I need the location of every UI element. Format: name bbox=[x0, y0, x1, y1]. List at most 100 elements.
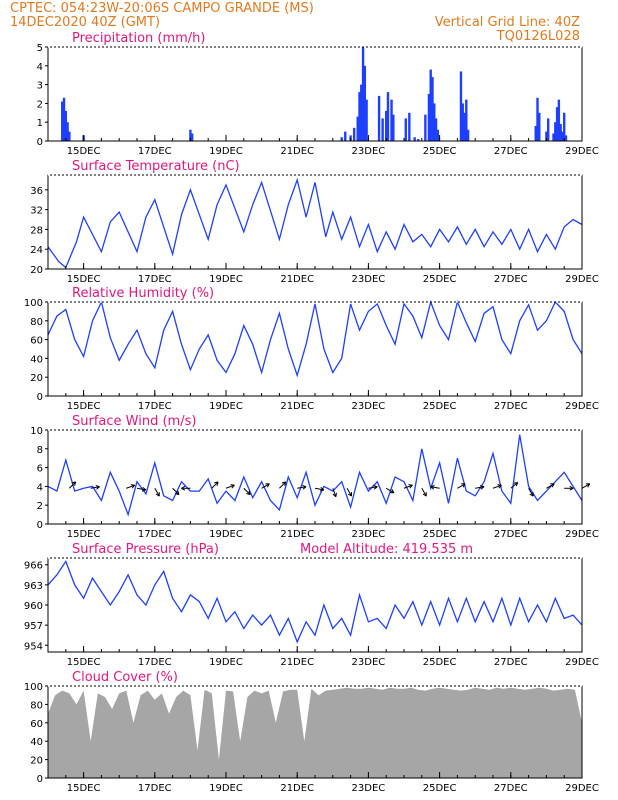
x-tick-label: 15DEC bbox=[67, 529, 101, 540]
x-tick-label: 29DEC bbox=[565, 146, 599, 157]
x-tick-label: 15DEC bbox=[67, 783, 101, 794]
y-tick-label: 963 bbox=[24, 581, 43, 592]
x-tick-label: 27DEC bbox=[494, 274, 528, 285]
wind-arrow-head bbox=[302, 486, 307, 490]
precip-bar bbox=[465, 99, 468, 141]
x-tick-label: 25DEC bbox=[423, 274, 457, 285]
x-tick-label: 25DEC bbox=[423, 146, 457, 157]
y-tick-label: 954 bbox=[24, 641, 43, 652]
y-tick-label: 20 bbox=[30, 756, 43, 767]
wind-arrow-head bbox=[142, 486, 147, 491]
x-tick-label: 23DEC bbox=[352, 401, 386, 412]
x-tick-label: 27DEC bbox=[494, 401, 528, 412]
precip-bar bbox=[358, 92, 361, 141]
panel-title: Surface Temperature (nC) bbox=[72, 159, 240, 174]
wind-arrow-head bbox=[181, 487, 186, 491]
y-tick-label: 960 bbox=[24, 601, 43, 612]
x-tick-label: 29DEC bbox=[565, 657, 599, 668]
y-tick-label: 966 bbox=[24, 561, 43, 572]
wind-arrow-head bbox=[480, 486, 485, 490]
x-tick-label: 23DEC bbox=[352, 657, 386, 668]
wind-arrow-head bbox=[214, 481, 219, 484]
precip-bar bbox=[61, 101, 64, 141]
precip-bar bbox=[356, 116, 359, 141]
wind-arrow bbox=[297, 486, 307, 489]
station-header: CPTEC: 054:23W-20:06S CAMPO GRANDE (MS) bbox=[10, 1, 314, 16]
wind-arrow bbox=[430, 486, 440, 489]
y-tick-label: 957 bbox=[24, 621, 43, 632]
precip-bar bbox=[561, 131, 564, 141]
wind-arrow bbox=[126, 484, 135, 489]
precip-bar bbox=[545, 131, 548, 141]
wind-arrow-head bbox=[320, 486, 325, 491]
x-tick-label: 19DEC bbox=[209, 529, 243, 540]
wind-arrow-head bbox=[130, 484, 135, 486]
panel-title: Precipitation (mm/h) bbox=[72, 31, 205, 46]
precip-bar bbox=[390, 99, 393, 141]
panel-5: Cloud Cover (%) 0 20 40 60 80 100 15DEC 17DEC 19D… bbox=[24, 670, 599, 794]
x-tick-label: 17DEC bbox=[138, 146, 172, 157]
wind-arrow bbox=[225, 484, 235, 489]
wind-arrow-head bbox=[181, 485, 186, 489]
y-tick-label: 36 bbox=[30, 186, 43, 197]
panel-title: Surface Pressure (hPa) bbox=[72, 542, 219, 557]
panel-frame bbox=[47, 557, 583, 653]
precip-bar bbox=[408, 112, 411, 141]
wind-arrow-head bbox=[498, 484, 502, 489]
x-tick-label: 23DEC bbox=[352, 146, 386, 157]
x-tick-label: 25DEC bbox=[423, 657, 457, 668]
x-tick-label: 25DEC bbox=[423, 401, 457, 412]
precip-bar bbox=[557, 99, 561, 141]
wind-arrow bbox=[510, 482, 519, 489]
model-code-header: TQ0126L028 bbox=[496, 29, 580, 44]
y-tick-label: 20 bbox=[30, 373, 43, 384]
y-tick-label: 10 bbox=[30, 426, 43, 437]
wind-arrow bbox=[243, 487, 251, 495]
vertical-grid-header: Vertical Grid Line: 40Z bbox=[434, 15, 580, 30]
precip-bar bbox=[386, 92, 390, 141]
y-tick-label: 0 bbox=[37, 774, 43, 785]
panel-frame bbox=[47, 301, 583, 397]
precip-bar bbox=[189, 129, 192, 141]
precip-bar bbox=[427, 94, 431, 141]
wind-arrow-head bbox=[230, 484, 235, 486]
precip-bar bbox=[417, 139, 420, 141]
precip-bar bbox=[433, 103, 436, 141]
wind-arrow bbox=[581, 483, 591, 489]
wind-arrow-head bbox=[513, 482, 518, 484]
precip-bar bbox=[536, 97, 539, 141]
wind-arrow bbox=[314, 487, 324, 491]
precip-bar bbox=[381, 118, 384, 141]
x-tick-label: 19DEC bbox=[209, 146, 243, 157]
wind-arrow-head bbox=[155, 493, 160, 497]
x-tick-label: 15DEC bbox=[67, 401, 101, 412]
precip-bar bbox=[546, 118, 550, 141]
series-line bbox=[47, 177, 583, 269]
x-tick-label: 15DEC bbox=[67, 274, 101, 285]
precip-bar bbox=[385, 110, 388, 141]
panel-1: Surface Temperature (nC) 20 24 28 32 36 15DEC 1… bbox=[30, 159, 599, 285]
x-tick-label: 27DEC bbox=[494, 657, 528, 668]
precip-bar bbox=[559, 124, 562, 141]
wind-arrow-head bbox=[409, 484, 413, 489]
x-tick-label: 21DEC bbox=[280, 274, 314, 285]
wind-arrow-head bbox=[347, 493, 352, 497]
y-tick-label: 2 bbox=[37, 99, 43, 110]
precip-bar bbox=[564, 135, 568, 141]
wind-arrow-head bbox=[332, 493, 337, 498]
y-tick-label: 80 bbox=[30, 700, 43, 711]
precip-bar bbox=[434, 118, 438, 141]
x-tick-label: 17DEC bbox=[138, 274, 172, 285]
precip-bar bbox=[404, 118, 407, 141]
wind-arrow bbox=[403, 484, 413, 489]
wind-arrow-head bbox=[391, 489, 395, 494]
x-tick-label: 15DEC bbox=[67, 146, 101, 157]
x-tick-label: 27DEC bbox=[494, 529, 528, 540]
x-tick-label: 29DEC bbox=[565, 529, 599, 540]
wind-arrow bbox=[528, 488, 534, 497]
wind-arrow-head bbox=[587, 483, 591, 488]
panel-title: Cloud Cover (%) bbox=[72, 670, 178, 685]
precip-bar bbox=[538, 112, 541, 141]
precip-bar bbox=[424, 114, 427, 141]
precip-bar bbox=[352, 127, 356, 141]
